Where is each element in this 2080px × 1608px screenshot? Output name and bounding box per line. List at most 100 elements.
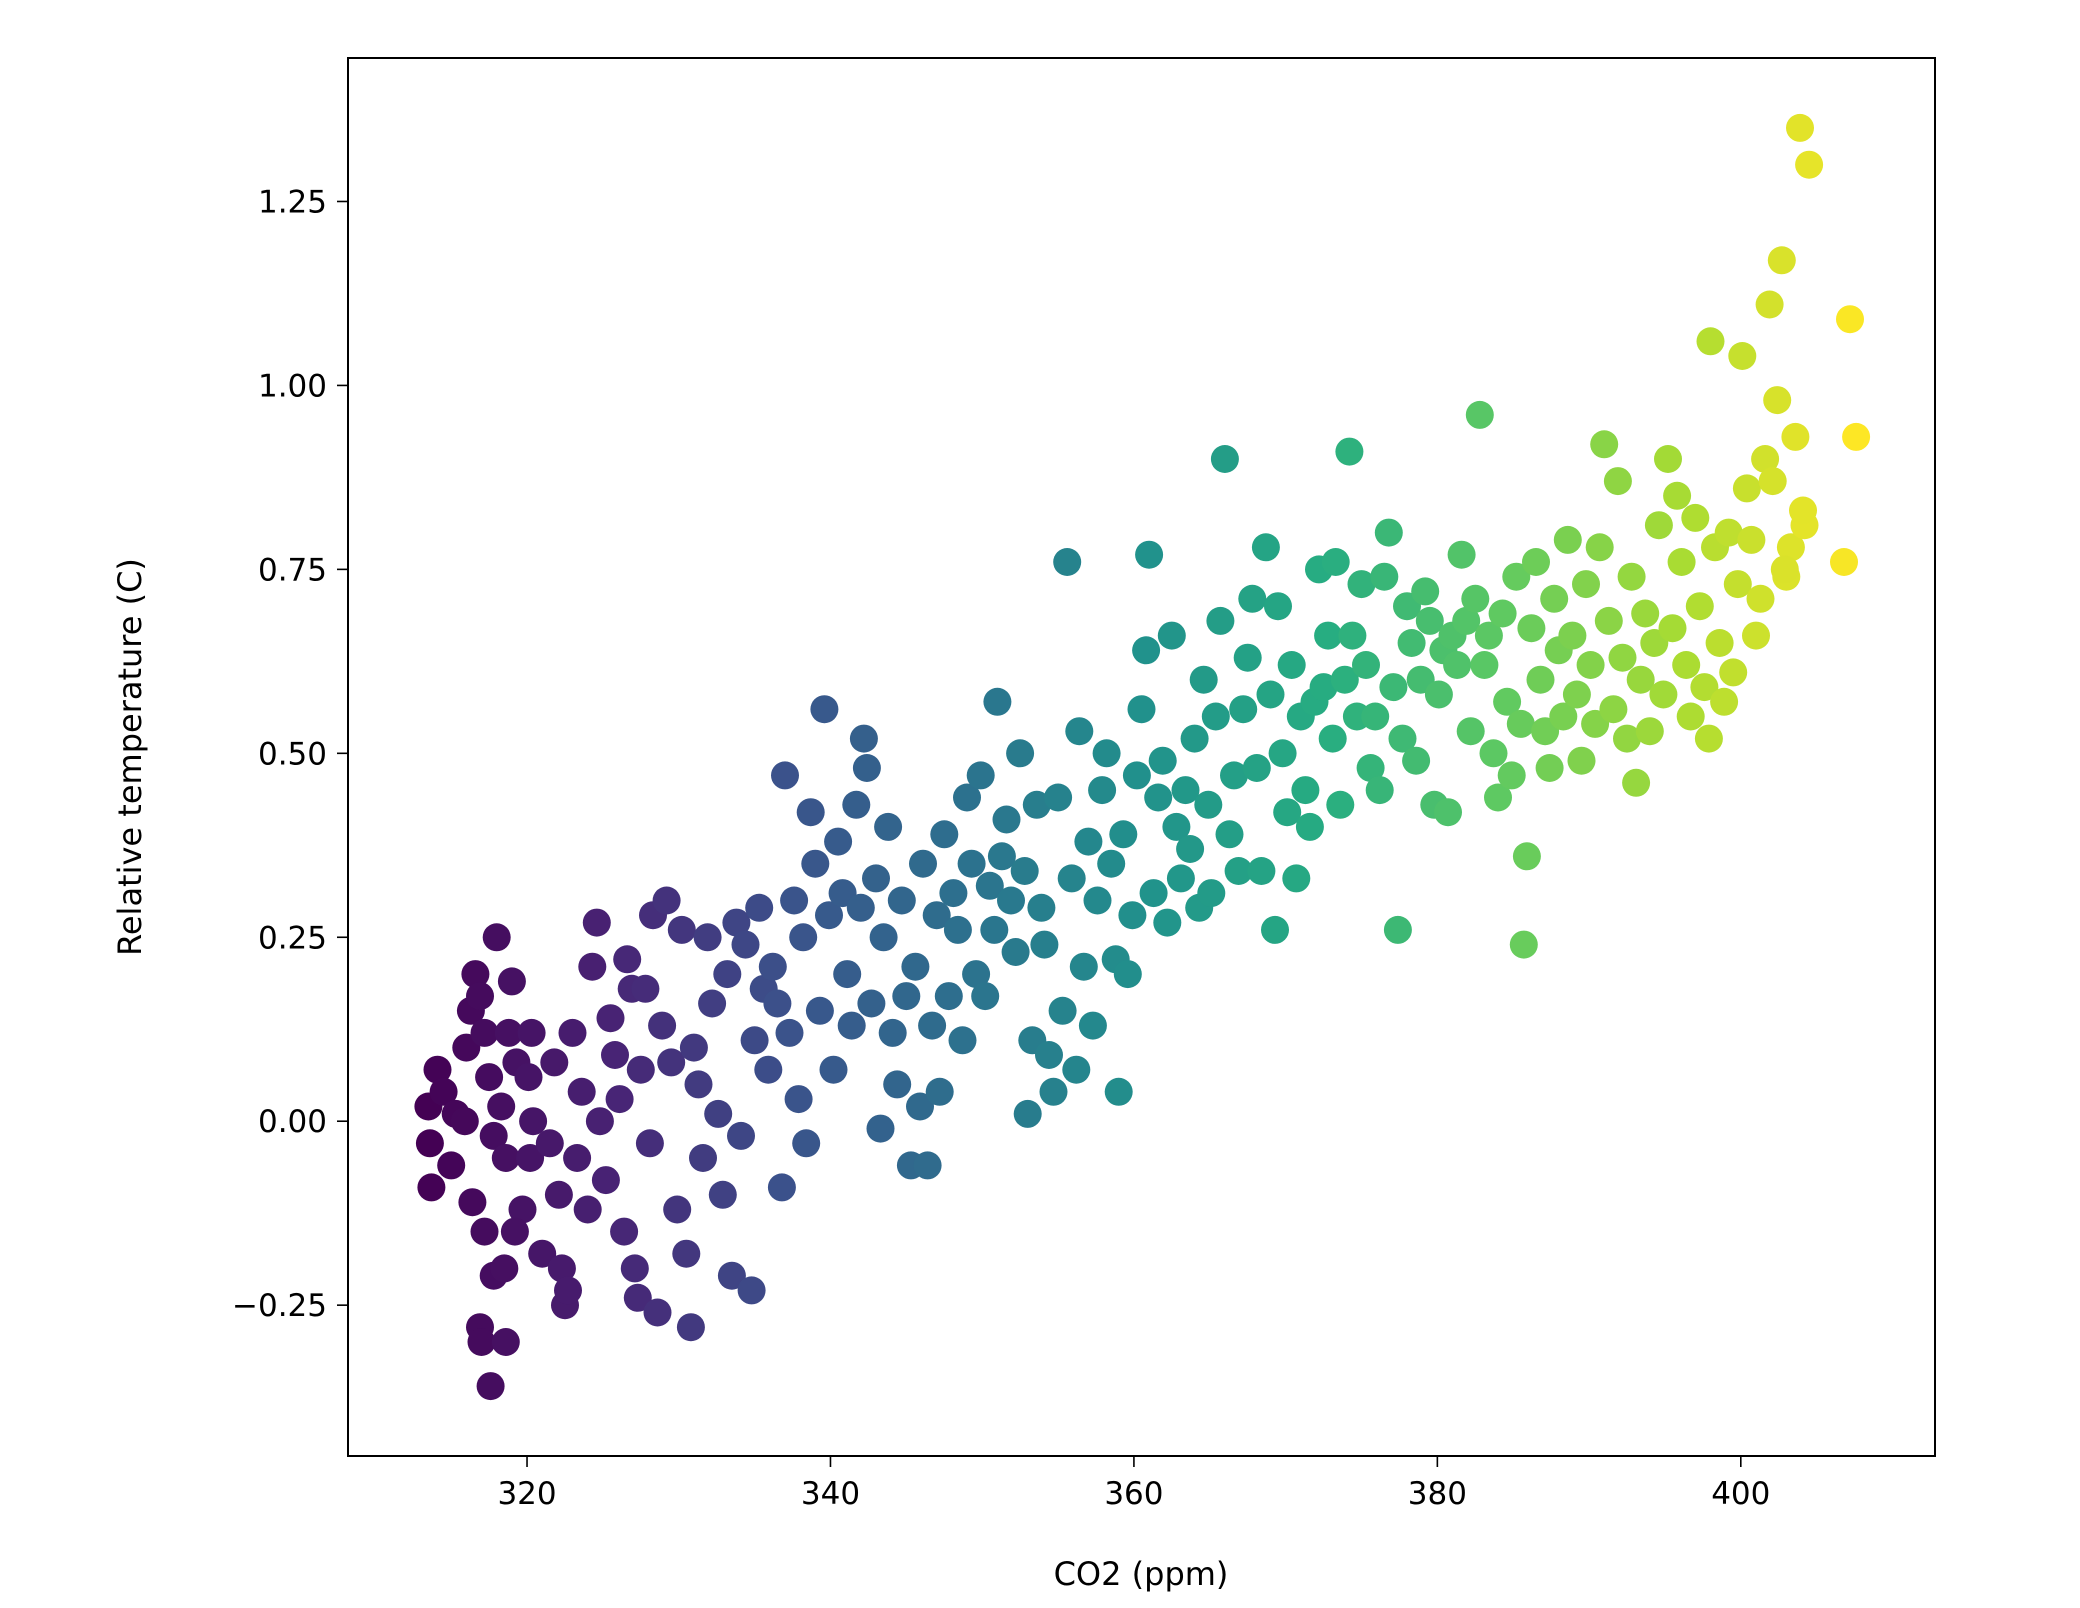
- data-point: [1210, 445, 1239, 473]
- data-point: [672, 1239, 701, 1268]
- data-point: [1755, 290, 1784, 319]
- data-point: [1309, 673, 1338, 702]
- data-point: [980, 915, 1009, 944]
- data-point: [582, 908, 611, 937]
- data-point: [862, 864, 890, 893]
- data-point: [482, 923, 511, 952]
- data-point: [883, 1070, 912, 1099]
- data-point: [962, 960, 991, 989]
- data-point: [491, 1144, 520, 1172]
- data-point: [922, 901, 951, 930]
- data-point: [1497, 761, 1526, 790]
- data-point: [1256, 680, 1285, 709]
- data-point: [1338, 621, 1367, 650]
- data-point: [997, 886, 1025, 915]
- data-point: [663, 1195, 692, 1224]
- data-point: [837, 1011, 866, 1040]
- data-point: [610, 1217, 639, 1246]
- data-point: [1626, 665, 1655, 694]
- data-point: [1113, 960, 1142, 989]
- data-point: [1069, 952, 1098, 981]
- data-point: [1719, 658, 1748, 687]
- data-point: [1781, 422, 1810, 451]
- data-point: [1229, 695, 1258, 724]
- data-point: [1321, 548, 1350, 576]
- x-axis-label: CO2 (ppm): [1054, 1555, 1229, 1593]
- data-point: [1162, 812, 1191, 841]
- data-point: [810, 695, 839, 724]
- data-point: [1447, 540, 1476, 569]
- data-point: [1737, 525, 1766, 554]
- data-point: [1742, 621, 1770, 650]
- data-point: [913, 1151, 942, 1180]
- data-point: [689, 1144, 717, 1172]
- data-point: [805, 996, 834, 1025]
- data-point: [1830, 548, 1858, 576]
- data-point: [479, 1121, 508, 1150]
- data-point: [1006, 739, 1035, 768]
- data-point: [470, 1018, 499, 1047]
- data-point: [1522, 548, 1550, 576]
- data-point: [745, 893, 774, 922]
- data-point: [1710, 687, 1739, 716]
- data-point: [1220, 761, 1248, 790]
- data-point: [1594, 606, 1623, 635]
- data-point: [1206, 606, 1235, 635]
- data-point: [578, 952, 607, 981]
- data-point: [1233, 643, 1262, 672]
- data-point: [613, 945, 642, 974]
- data-point: [1326, 790, 1355, 819]
- data-point: [1013, 1099, 1042, 1128]
- data-point: [1694, 724, 1723, 753]
- data-point: [605, 1085, 634, 1114]
- data-point: [1484, 783, 1512, 812]
- data-point: [1153, 908, 1182, 937]
- data-point: [1681, 503, 1710, 532]
- data-point: [1132, 636, 1161, 665]
- data-point: [953, 783, 981, 812]
- data-point: [1118, 901, 1147, 930]
- data-point: [1180, 724, 1209, 753]
- data-point: [948, 1026, 977, 1055]
- data-point: [852, 754, 881, 782]
- x-axis: 320 340 360 380 400: [497, 1456, 1770, 1512]
- data-point: [1053, 548, 1082, 576]
- data-point: [1365, 776, 1394, 805]
- data-point: [1763, 386, 1792, 415]
- data-point: [490, 1254, 519, 1283]
- x-tick-label: 360: [1104, 1476, 1163, 1512]
- data-point: [934, 982, 963, 1011]
- data-point: [833, 960, 862, 989]
- data-point: [514, 1063, 543, 1092]
- data-point: [585, 1107, 614, 1136]
- data-point: [458, 1188, 487, 1217]
- data-point: [1836, 305, 1864, 334]
- data-point: [466, 982, 494, 1011]
- data-point: [780, 886, 809, 915]
- data-point: [1506, 709, 1535, 738]
- data-point: [1411, 577, 1440, 606]
- data-point: [1122, 761, 1151, 790]
- data-point: [784, 1085, 813, 1114]
- data-point: [1567, 746, 1596, 775]
- data-point: [573, 1195, 602, 1224]
- data-point: [1074, 827, 1103, 856]
- data-point: [1479, 739, 1508, 768]
- data-point: [1562, 680, 1591, 709]
- data-point: [1415, 606, 1444, 635]
- data-point: [1517, 614, 1546, 643]
- data-point: [417, 1173, 446, 1202]
- data-point: [698, 989, 727, 1018]
- x-tick-label: 320: [497, 1476, 556, 1512]
- data-point: [1685, 592, 1714, 621]
- data-point: [1268, 739, 1297, 768]
- data-point: [1690, 673, 1719, 702]
- data-point: [771, 761, 799, 790]
- data-point: [1767, 246, 1796, 275]
- data-point: [1572, 570, 1600, 599]
- data-point: [1166, 864, 1195, 893]
- data-point: [1758, 467, 1787, 496]
- data-point: [1083, 886, 1112, 915]
- data-point: [1189, 665, 1218, 694]
